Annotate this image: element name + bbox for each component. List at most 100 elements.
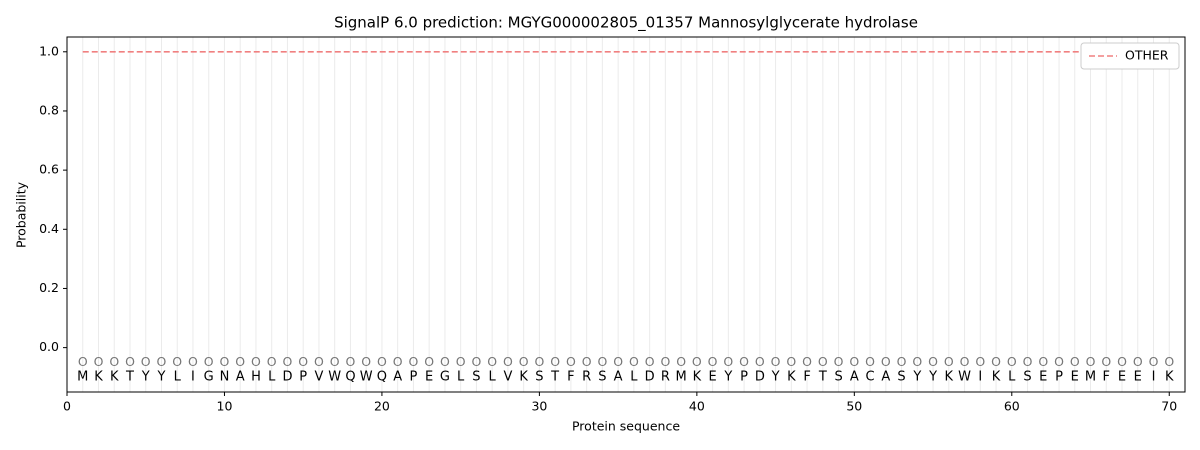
state-label: O <box>487 354 497 369</box>
state-label: O <box>991 354 1001 369</box>
y-tick-label: 0.6 <box>39 162 59 177</box>
residue-label: M <box>77 370 88 385</box>
residue-label: E <box>425 370 433 385</box>
state-label: O <box>94 354 104 369</box>
state-label: O <box>818 354 828 369</box>
state-label: O <box>424 354 434 369</box>
state-label: O <box>944 354 954 369</box>
state-label: O <box>739 354 749 369</box>
residue-label: I <box>1152 370 1156 385</box>
state-label: O <box>676 354 686 369</box>
residue-label: L <box>174 370 182 385</box>
state-label: O <box>172 354 182 369</box>
residue-label: T <box>818 370 827 385</box>
residue-label: S <box>472 370 480 385</box>
state-label: O <box>503 354 513 369</box>
residue-label: P <box>410 370 418 385</box>
residue-label: P <box>299 370 307 385</box>
state-label: O <box>1070 354 1080 369</box>
residue-label: Q <box>377 370 387 385</box>
state-label: O <box>267 354 277 369</box>
residue-label: E <box>1134 370 1142 385</box>
residue-label: I <box>978 370 982 385</box>
state-label: O <box>1149 354 1159 369</box>
x-tick-label: 60 <box>1004 399 1020 414</box>
residue-label: V <box>503 370 512 385</box>
state-label: O <box>125 354 135 369</box>
state-label: O <box>660 354 670 369</box>
residue-label: R <box>582 370 591 385</box>
state-label: O <box>330 354 340 369</box>
residue-label: S <box>834 370 842 385</box>
residue-label: Y <box>912 370 921 385</box>
residue-label: E <box>1039 370 1047 385</box>
residue-label: A <box>393 370 402 385</box>
y-axis-label: Probability <box>14 181 29 248</box>
x-tick-label: 30 <box>531 399 547 414</box>
residue-label: K <box>1165 370 1174 385</box>
residue-label: K <box>945 370 954 385</box>
residue-label: F <box>567 370 574 385</box>
state-label: O <box>519 354 529 369</box>
residue-label: C <box>866 370 875 385</box>
state-label: O <box>645 354 655 369</box>
residue-label: Q <box>345 370 355 385</box>
residue-label: E <box>708 370 716 385</box>
state-label: O <box>975 354 985 369</box>
residue-label: T <box>125 370 134 385</box>
residue-label: D <box>282 370 292 385</box>
state-label: O <box>834 354 844 369</box>
residue-label: T <box>550 370 559 385</box>
residue-label: K <box>992 370 1001 385</box>
state-label: O <box>849 354 859 369</box>
residue-label: W <box>360 370 373 385</box>
residue-label: G <box>204 370 214 385</box>
residue-label: L <box>268 370 276 385</box>
state-label: O <box>109 354 119 369</box>
state-label: O <box>534 354 544 369</box>
y-tick-label: 1.0 <box>39 43 59 58</box>
state-label: O <box>1117 354 1127 369</box>
state-label: O <box>1164 354 1174 369</box>
residue-label: K <box>787 370 796 385</box>
state-label: O <box>865 354 875 369</box>
state-label: O <box>723 354 733 369</box>
state-label: O <box>629 354 639 369</box>
state-label: O <box>314 354 324 369</box>
state-label: O <box>78 354 88 369</box>
legend-box <box>1080 42 1180 70</box>
state-label: O <box>912 354 922 369</box>
residue-label: F <box>1103 370 1110 385</box>
residue-label: M <box>1085 370 1096 385</box>
residue-label: Y <box>771 370 780 385</box>
state-label: O <box>346 354 356 369</box>
state-label: O <box>708 354 718 369</box>
residue-label: D <box>645 370 655 385</box>
state-label: O <box>802 354 812 369</box>
residue-label: E <box>1071 370 1079 385</box>
residue-label: G <box>440 370 450 385</box>
state-label: O <box>471 354 481 369</box>
state-label: O <box>157 354 167 369</box>
x-tick-label: 50 <box>846 399 862 414</box>
x-tick-label: 70 <box>1161 399 1177 414</box>
x-tick-label: 40 <box>689 399 705 414</box>
state-label: O <box>881 354 891 369</box>
state-label: O <box>897 354 907 369</box>
state-label: O <box>1007 354 1017 369</box>
state-label: O <box>409 354 419 369</box>
state-label: O <box>1038 354 1048 369</box>
state-label: O <box>613 354 623 369</box>
chart-title: SignalP 6.0 prediction: MGYG000002805_01… <box>334 14 918 33</box>
residue-label: H <box>251 370 261 385</box>
state-label: O <box>755 354 765 369</box>
state-label: O <box>566 354 576 369</box>
residue-label: W <box>958 370 971 385</box>
state-label: O <box>377 354 387 369</box>
state-label: O <box>1023 354 1033 369</box>
residue-label: E <box>1118 370 1126 385</box>
residue-label: A <box>850 370 859 385</box>
state-label: O <box>786 354 796 369</box>
state-label: O <box>235 354 245 369</box>
